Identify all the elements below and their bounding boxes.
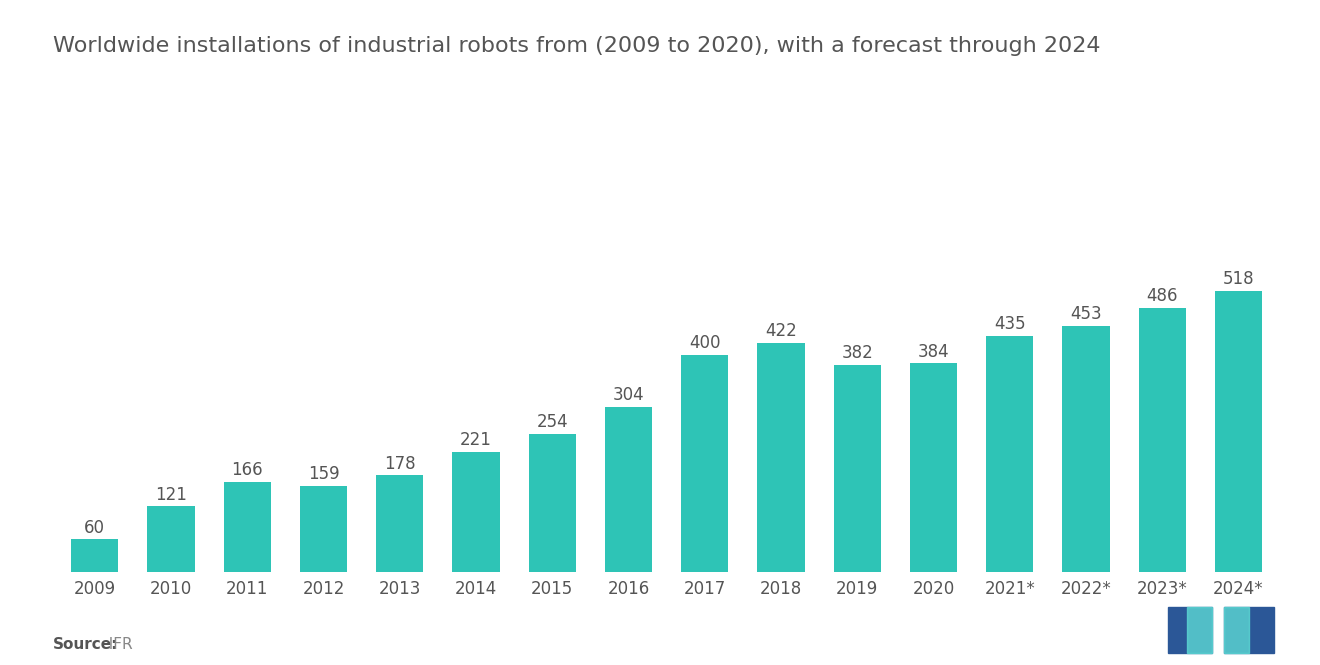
Text: 254: 254 <box>536 414 568 432</box>
Bar <box>681 354 729 572</box>
Text: 121: 121 <box>154 485 187 503</box>
Text: 435: 435 <box>994 315 1026 333</box>
Text: 382: 382 <box>841 344 873 362</box>
Text: Worldwide installations of industrial robots from (2009 to 2020), with a forecas: Worldwide installations of industrial ro… <box>53 36 1101 56</box>
Bar <box>1139 308 1185 572</box>
Polygon shape <box>1187 608 1212 653</box>
Bar <box>453 452 499 572</box>
Text: 518: 518 <box>1222 270 1254 288</box>
Text: 486: 486 <box>1147 287 1177 305</box>
Bar <box>1063 326 1110 572</box>
Bar <box>223 481 271 572</box>
Text: 384: 384 <box>917 342 949 360</box>
Polygon shape <box>1225 608 1275 653</box>
Bar <box>1214 291 1262 572</box>
Bar <box>300 485 347 572</box>
Text: 400: 400 <box>689 334 721 352</box>
Bar <box>986 336 1034 572</box>
Bar <box>605 407 652 572</box>
Bar <box>148 506 194 572</box>
Text: 159: 159 <box>308 465 339 483</box>
Polygon shape <box>1168 608 1212 653</box>
Polygon shape <box>1225 608 1249 653</box>
Bar <box>528 434 576 572</box>
Bar <box>71 539 119 572</box>
Text: Source:: Source: <box>53 636 119 652</box>
Text: 304: 304 <box>612 386 644 404</box>
Bar <box>834 364 880 572</box>
Text: 453: 453 <box>1071 305 1102 323</box>
Text: IFR: IFR <box>99 636 132 652</box>
Bar <box>758 343 805 572</box>
Text: 422: 422 <box>766 322 797 340</box>
Text: 60: 60 <box>84 519 106 537</box>
Bar <box>376 475 424 572</box>
Bar <box>909 364 957 572</box>
Text: 178: 178 <box>384 455 416 473</box>
Text: 221: 221 <box>461 431 492 450</box>
Text: 166: 166 <box>231 461 263 479</box>
